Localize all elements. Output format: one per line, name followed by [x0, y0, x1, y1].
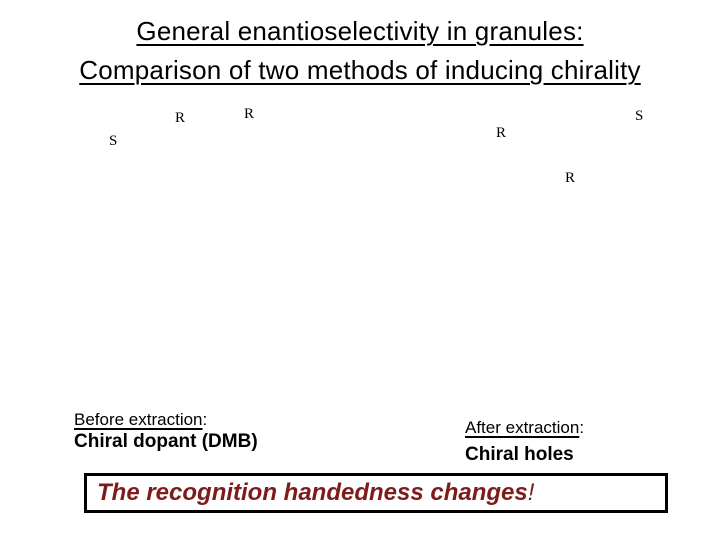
stereo-label-s: S — [635, 108, 644, 124]
conclusion-text: The recognition handedness changes — [97, 479, 528, 506]
slide-title: General enantioselectivity in granules: … — [0, 12, 720, 90]
before-extraction-heading-text: Before extraction — [74, 410, 203, 429]
after-extraction-detail: Chiral holes — [465, 444, 574, 465]
slide-title-line-2: Comparison of two methods of inducing ch… — [79, 55, 641, 85]
before-extraction-detail: Chiral dopant (DMB) — [74, 431, 258, 452]
stereo-label-r: R — [496, 125, 507, 141]
after-extraction-block: After extraction: Chiral holes — [465, 418, 584, 465]
before-extraction-colon: : — [202, 410, 208, 429]
before-extraction-heading: Before extraction: — [74, 410, 258, 429]
stereo-label-s: S — [109, 133, 118, 149]
after-extraction-heading-text: After extraction — [465, 418, 580, 437]
slide-title-line-1: General enantioselectivity in granules: — [136, 16, 584, 46]
after-extraction-heading: After extraction: — [465, 418, 584, 437]
before-extraction-block: Before extraction: Chiral dopant (DMB) — [74, 410, 258, 452]
conclusion-exclamation: ! — [527, 479, 535, 506]
stereo-label-r: R — [244, 106, 255, 122]
stereo-label-r: R — [175, 110, 186, 126]
after-extraction-colon: : — [579, 418, 585, 437]
stereo-label-r: R — [565, 170, 576, 186]
conclusion-callout-box: The recognition handedness changes! — [84, 473, 668, 513]
